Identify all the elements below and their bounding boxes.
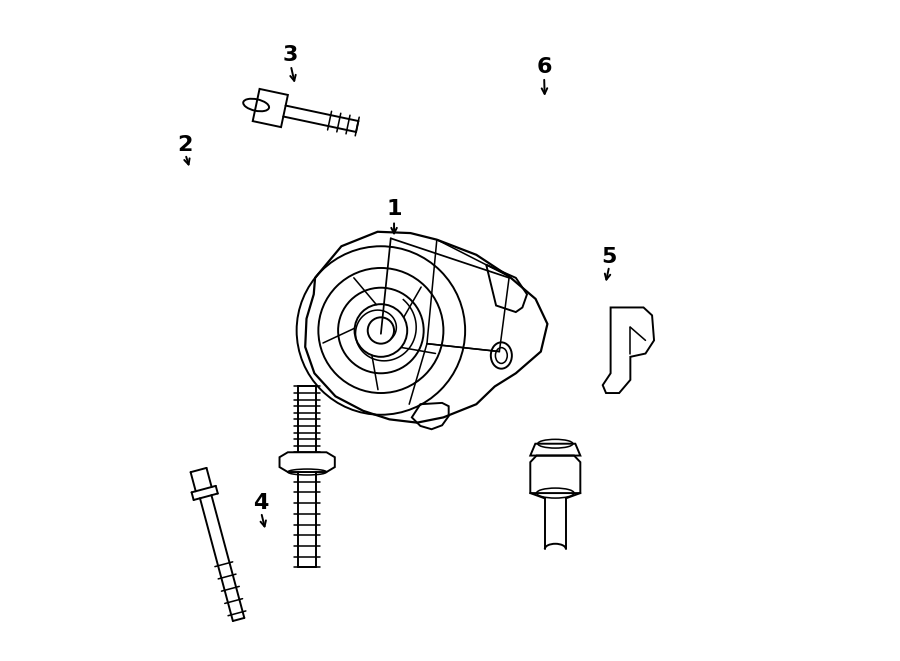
Text: 3: 3 [283, 46, 299, 65]
Text: 5: 5 [601, 247, 617, 267]
Text: 1: 1 [386, 199, 401, 219]
Text: 6: 6 [536, 58, 552, 77]
Text: 4: 4 [254, 493, 269, 513]
Text: 2: 2 [177, 135, 194, 155]
